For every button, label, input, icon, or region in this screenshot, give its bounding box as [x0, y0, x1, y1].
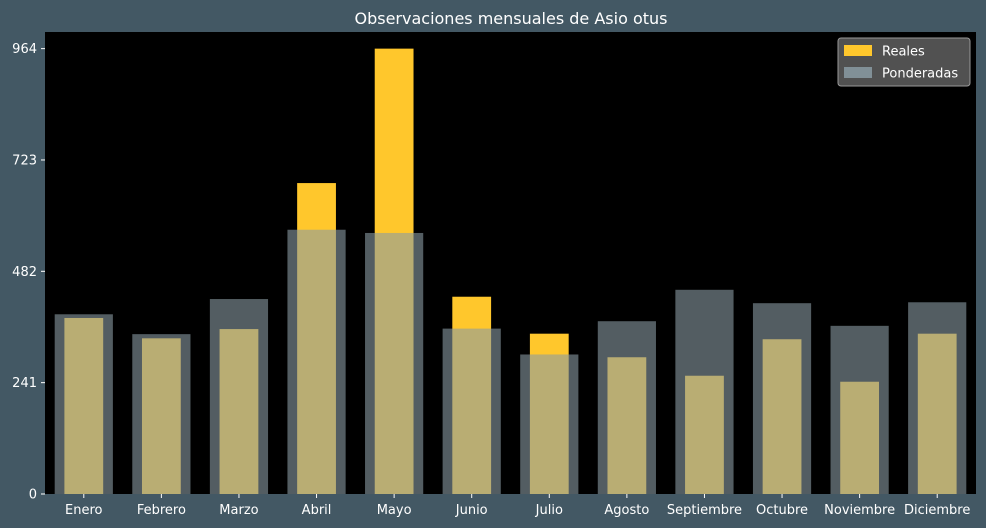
x-tick-label-1: Febrero — [137, 503, 186, 518]
bar-ponderadas-5 — [442, 328, 501, 494]
legend-swatch-0 — [844, 45, 872, 56]
legend: Reales Ponderadas — [837, 37, 971, 87]
bar-ponderadas-3 — [287, 229, 346, 494]
y-axis: 0 241 482 723 964 — [12, 42, 45, 503]
y-tick-label-3: 723 — [12, 153, 37, 168]
y-tick-label-4: 964 — [12, 42, 37, 57]
x-tick-label-7: Agosto — [604, 503, 649, 518]
bar-ponderadas-6 — [520, 354, 579, 494]
bar-ponderadas-7 — [597, 321, 656, 494]
legend-label-0: Reales — [882, 45, 925, 60]
x-tick-label-6: Julio — [535, 503, 563, 518]
x-axis: Enero Febrero Marzo Abril Mayo Junio Julio Agos… — [65, 494, 970, 518]
x-tick-label-5: Junio — [455, 503, 488, 518]
bar-ponderadas-0 — [54, 314, 113, 494]
x-tick-label-0: Enero — [65, 503, 103, 518]
y-tick-label-1: 241 — [12, 376, 37, 391]
bar-ponderadas-8 — [675, 289, 734, 494]
plot-area — [45, 32, 976, 494]
x-tick-label-4: Mayo — [377, 503, 412, 518]
y-tick-label-0: 0 — [29, 488, 37, 503]
bar-ponderadas-1 — [132, 334, 191, 494]
x-tick-label-8: Septiembre — [667, 503, 742, 518]
chart-title: Observaciones mensuales de Asio otus — [354, 9, 667, 28]
x-tick-label-10: Noviembre — [824, 503, 895, 518]
bar-ponderadas-4 — [365, 232, 424, 494]
bar-ponderadas-10 — [830, 325, 889, 494]
legend-label-1: Ponderadas — [882, 67, 958, 82]
y-tick-label-2: 482 — [12, 265, 37, 280]
x-tick-label-3: Abril — [302, 503, 332, 518]
bar-ponderadas-2 — [209, 299, 269, 494]
bar-ponderadas-11 — [908, 302, 967, 494]
series-ponderadas — [54, 229, 967, 494]
x-tick-label-9: Octubre — [756, 503, 808, 518]
legend-swatch-1 — [844, 67, 872, 78]
x-tick-label-11: Diciembre — [904, 503, 970, 518]
bar-ponderadas-9 — [752, 303, 812, 494]
x-tick-label-2: Marzo — [219, 503, 258, 518]
